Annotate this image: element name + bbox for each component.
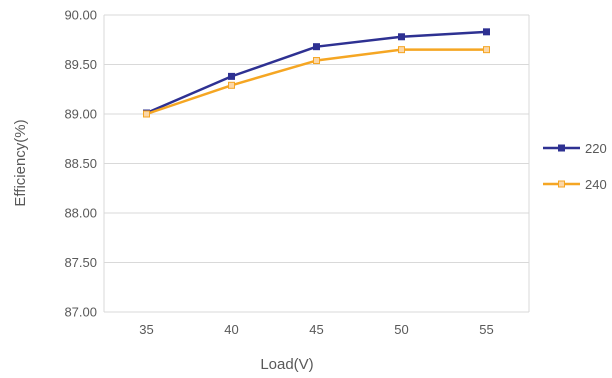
x-tick-labels: 35 40 45 50 55 bbox=[139, 322, 493, 337]
data-point-240-55 bbox=[483, 46, 490, 54]
x-axis-title: Load(V) bbox=[260, 356, 313, 373]
data-point-220-55 bbox=[483, 28, 490, 36]
y-tick-label: 89.00 bbox=[64, 107, 97, 122]
legend: 220 240 bbox=[543, 141, 607, 192]
x-tick-label: 55 bbox=[479, 322, 493, 337]
data-point-220-45 bbox=[313, 43, 320, 51]
data-point-240-35 bbox=[143, 110, 150, 118]
y-tick-label: 90.00 bbox=[64, 8, 97, 23]
y-tick-label: 87.00 bbox=[64, 305, 97, 320]
legend-marker-220 bbox=[558, 144, 565, 152]
y-axis-title: Efficiency(%) bbox=[12, 119, 29, 206]
data-point-240-45 bbox=[313, 57, 320, 65]
y-tick-label: 87.50 bbox=[64, 255, 97, 270]
legend-marker-240 bbox=[558, 180, 565, 188]
data-point-220-40 bbox=[228, 72, 235, 80]
x-tick-label: 45 bbox=[309, 322, 323, 337]
data-point-240-40 bbox=[228, 81, 235, 89]
y-tick-label: 88.00 bbox=[64, 206, 97, 221]
y-tick-label: 88.50 bbox=[64, 156, 97, 171]
data-point-240-50 bbox=[398, 46, 405, 54]
y-tick-labels: 87.00 87.50 88.00 88.50 89.00 89.50 90.00 bbox=[64, 8, 97, 320]
legend-label-220: 220 bbox=[585, 141, 607, 156]
y-tick-label: 89.50 bbox=[64, 57, 97, 72]
x-tick-label: 35 bbox=[139, 322, 153, 337]
legend-label-240: 240 bbox=[585, 177, 607, 192]
data-point-220-50 bbox=[398, 33, 405, 41]
gridlines bbox=[103, 14, 530, 313]
series-markers bbox=[143, 28, 490, 118]
x-tick-label: 50 bbox=[394, 322, 408, 337]
x-tick-label: 40 bbox=[224, 322, 238, 337]
